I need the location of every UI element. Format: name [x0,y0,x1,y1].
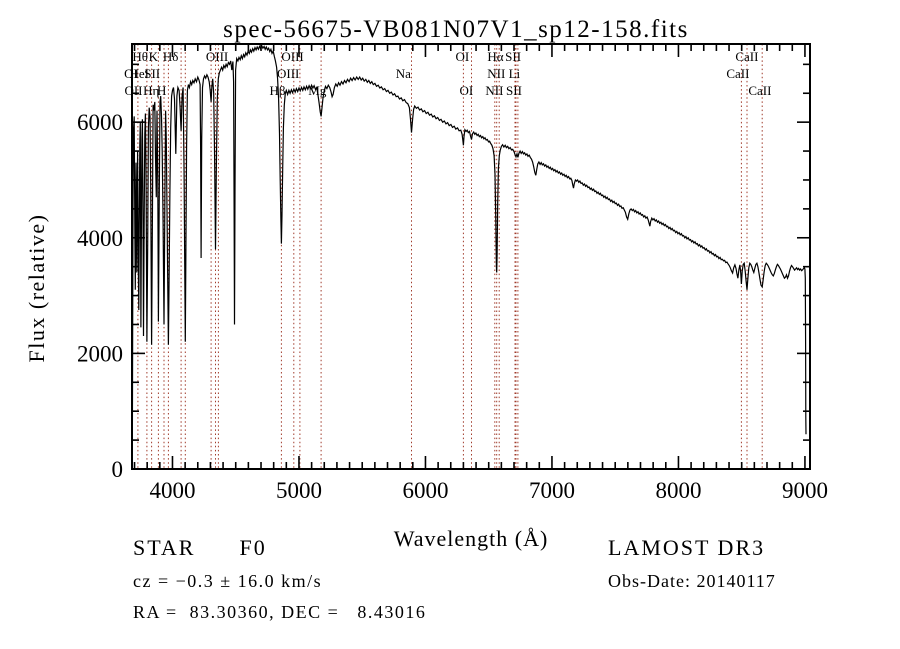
svg-text:OI: OI [456,49,470,64]
svg-text:7000: 7000 [529,478,575,503]
svg-text:4000: 4000 [149,478,195,503]
svg-text:OIII: OIII [277,66,299,81]
object-type: STAR [133,535,196,560]
svg-text:Li: Li [509,66,521,81]
svg-text:5000: 5000 [276,478,322,503]
svg-text:CaII: CaII [748,83,771,98]
x-axis-title: Wavelength (Å) [393,526,549,551]
svg-text:Hη: Hη [143,83,159,98]
svg-text:CaII: CaII [726,66,749,81]
spectral-subclass: F0 [239,535,267,560]
svg-text:Na: Na [396,66,411,81]
svg-text:NII: NII [487,66,505,81]
svg-text:NII: NII [485,83,503,98]
svg-text:8000: 8000 [655,478,701,503]
svg-text:Hθ: Hθ [132,49,148,64]
spectral-line-markers [137,44,763,469]
coordinates-line: RA = 83.30360, DEC = 8.43016 [133,602,427,622]
svg-text:OI: OI [460,83,474,98]
plot-frame [131,43,811,470]
y-axis-title: Flux (relative) [24,213,49,363]
plot-title: spec-56675-VB081N07V1_sp12-158.fits [223,16,689,43]
svg-text:HeI: HeI [129,66,149,81]
svg-text:CaII: CaII [735,49,758,64]
svg-text:2000: 2000 [77,341,123,366]
survey-label: LAMOST DR3 [608,535,766,560]
radial-velocity-line: cz = −0.3 ± 16.0 km/s [133,571,323,591]
axis-ticks [132,44,810,470]
spectrum-curve [131,44,807,461]
svg-text:6000: 6000 [77,110,123,135]
svg-text:OIII: OIII [281,49,303,64]
classification-line: STAR F0 [133,535,267,561]
svg-text:SII: SII [506,83,522,98]
svg-text:OIII: OIII [206,49,228,64]
svg-text:Hα: Hα [487,49,503,64]
svg-text:4000: 4000 [77,226,123,251]
svg-text:H: H [157,83,166,98]
svg-text:SII: SII [144,66,160,81]
tick-labels: 4000 5000 6000 7000 8000 9000 0 2000 4000 6000 [77,110,828,503]
svg-text:0: 0 [112,457,124,482]
svg-text:Hδ: Hδ [163,49,179,64]
svg-text:SII: SII [505,49,521,64]
svg-text:OII: OII [124,83,142,98]
svg-text:9000: 9000 [782,478,828,503]
svg-text:6000: 6000 [402,478,448,503]
obs-date-label: Obs-Date: 20140117 [608,571,776,591]
svg-text:K: K [149,49,159,64]
